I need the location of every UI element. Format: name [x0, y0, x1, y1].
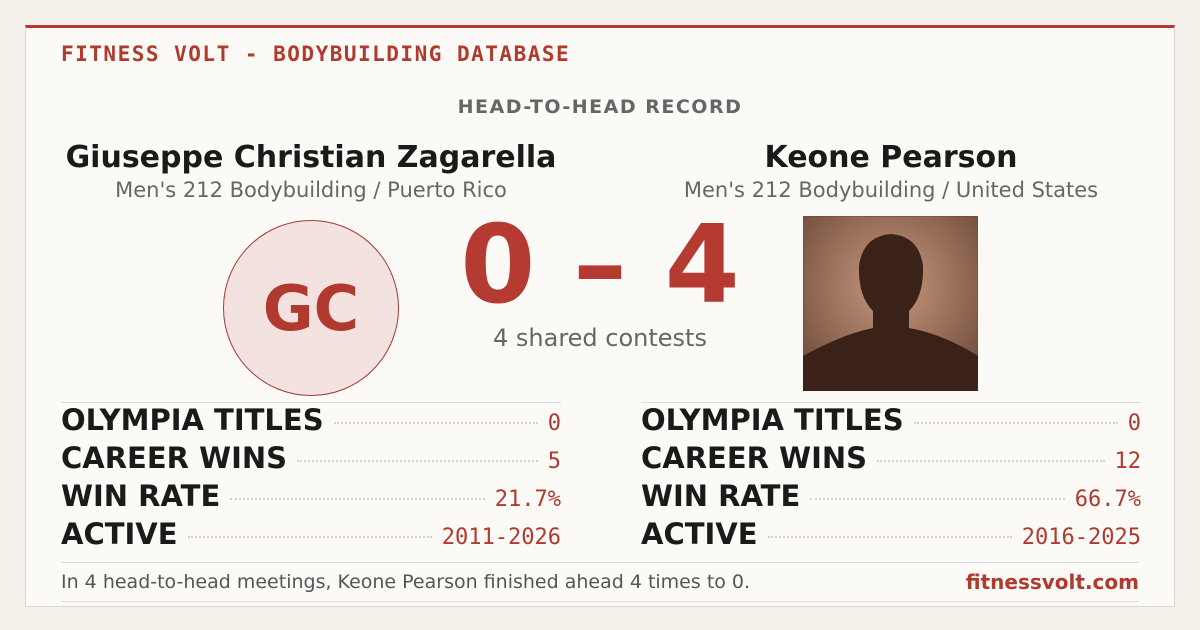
initials: GC [262, 271, 360, 345]
summary: In 4 head-to-head meetings, Keone Pearso… [61, 571, 751, 593]
stat-label: ACTIVE [61, 517, 178, 551]
athlete-name: Keone Pearson [764, 140, 1018, 175]
stat-label: OLYMPIA TITLES [61, 403, 324, 437]
stat-label: WIN RATE [61, 479, 221, 513]
leader [230, 498, 485, 500]
stat-row: ACTIVE 2016-2025 [641, 517, 1141, 555]
stat-label: CAREER WINS [61, 441, 288, 475]
leader [333, 422, 538, 424]
footer: In 4 head-to-head meetings, Keone Pearso… [61, 562, 1139, 602]
stat-label: OLYMPIA TITLES [641, 403, 904, 437]
stat-row: OLYMPIA TITLES 0 [61, 403, 561, 441]
stat-row: OLYMPIA TITLES 0 [641, 403, 1141, 441]
stat-value: 0 [547, 411, 561, 436]
stat-label: WIN RATE [641, 479, 801, 513]
athlete-division: Men's 212 Bodybuilding / Puerto Rico [115, 178, 507, 202]
score-caption: 4 shared contests [493, 324, 707, 352]
leader [297, 460, 538, 462]
leader [767, 536, 1012, 538]
stat-value: 2016-2025 [1021, 525, 1141, 550]
stat-value: 5 [547, 449, 561, 474]
score: 0 – 4 [400, 206, 800, 326]
stats: OLYMPIA TITLES 0 CAREER WINS 5 WIN RATE 21.7%… [61, 402, 561, 555]
stat-row: CAREER WINS 5 [61, 441, 561, 479]
stat-row: WIN RATE 66.7% [641, 479, 1141, 517]
athlete-name: Giuseppe Christian Zagarella [65, 140, 557, 175]
leader [877, 460, 1105, 462]
stat-value: 0 [1127, 411, 1141, 436]
stat-value: 21.7% [494, 487, 561, 512]
stat-value: 66.7% [1074, 487, 1141, 512]
score-left: 0 [460, 203, 536, 328]
stat-row: WIN RATE 21.7% [61, 479, 561, 517]
athlete-division: Men's 212 Bodybuilding / United States [683, 178, 1099, 202]
stat-value: 12 [1114, 449, 1142, 474]
stat-row: ACTIVE 2011-2026 [61, 517, 561, 555]
brand: FITNESS VOLT - BODYBUILDING DATABASE [61, 42, 571, 66]
avatar: GC [223, 220, 399, 396]
leader [810, 498, 1065, 500]
stat-value: 2011-2026 [441, 525, 561, 550]
stat-row: CAREER WINS 12 [641, 441, 1141, 479]
section-title: HEAD-TO-HEAD RECORD [457, 96, 743, 118]
score-sep: – [573, 203, 627, 328]
card: FITNESS VOLT - BODYBUILDING DATABASE HEA… [25, 25, 1175, 607]
leader [187, 536, 432, 538]
site-link[interactable]: fitnessvolt.com [965, 570, 1139, 594]
athlete-photo [803, 216, 978, 391]
score-right: 4 [664, 203, 740, 328]
stat-label: CAREER WINS [641, 441, 868, 475]
leader [913, 422, 1118, 424]
stats: OLYMPIA TITLES 0 CAREER WINS 12 WIN RATE 66.7… [641, 402, 1141, 555]
stat-label: ACTIVE [641, 517, 758, 551]
